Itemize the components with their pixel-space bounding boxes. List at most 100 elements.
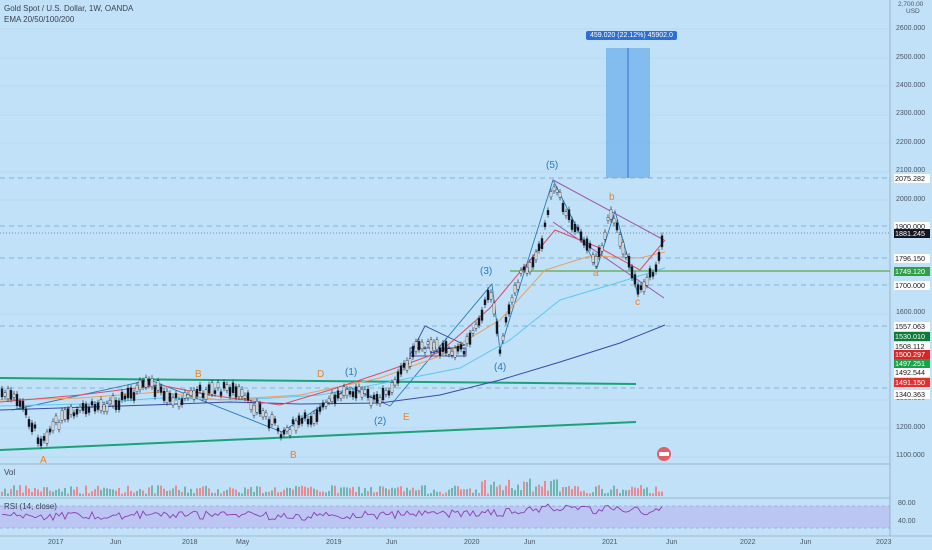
price-tag[interactable]: 1700.000: [894, 281, 930, 290]
candle-body: [312, 413, 316, 424]
rsi-tick: 40.00: [898, 518, 916, 525]
volume-bar: [424, 485, 426, 496]
price-tag[interactable]: 1900.000: [894, 222, 930, 231]
channel-lower[interactable]: [552, 221, 665, 299]
wave-label-2[interactable]: (2): [374, 416, 387, 427]
candle-body: [114, 399, 118, 410]
candle-body: [171, 397, 175, 406]
candle-body: [624, 253, 628, 258]
wave-label-b[interactable]: b: [609, 192, 615, 203]
volume-bar: [364, 487, 366, 496]
channel-upper[interactable]: [552, 179, 665, 241]
volume-bar: [328, 491, 330, 496]
volume-bar: [55, 490, 57, 496]
price-tag[interactable]: 1796.150: [894, 254, 930, 263]
volume-bar: [151, 485, 153, 496]
candle-body: [528, 262, 532, 273]
volume-bar: [289, 488, 291, 496]
price-tag[interactable]: 1340.363: [894, 390, 930, 399]
ema-legend[interactable]: EMA 20/50/100/200: [4, 15, 75, 24]
ema-20[interactable]: [0, 229, 666, 406]
wave-label-E[interactable]: E: [403, 412, 410, 423]
candle-body: [414, 341, 418, 352]
volume-bar: [640, 485, 642, 496]
volume-bar: [508, 479, 510, 496]
price-tag[interactable]: 1557.063: [894, 322, 930, 331]
volume-pane-label[interactable]: Vol: [4, 468, 16, 477]
volume-bar: [169, 490, 171, 496]
candle-body: [123, 395, 127, 400]
price-tag[interactable]: 1497.251: [894, 359, 930, 368]
volume-bar: [130, 490, 132, 496]
triangle-pattern[interactable]: [409, 325, 467, 356]
volume-bar: [541, 486, 543, 496]
volume-bar: [7, 493, 9, 496]
volume-bar: [583, 490, 585, 496]
volume-bar: [310, 486, 312, 496]
wave-label-B-lower[interactable]: B: [290, 450, 297, 461]
volume-bar: [313, 488, 315, 496]
candle-body: [258, 403, 262, 415]
volume-bar: [421, 485, 423, 496]
volume-bar: [91, 491, 93, 496]
price-tag[interactable]: 2075.282: [894, 174, 930, 183]
candle-body: [198, 384, 202, 391]
volume-bar: [217, 489, 219, 496]
candle-body: [126, 388, 130, 399]
wave-label-1[interactable]: (1): [345, 367, 358, 378]
candle-body: [456, 346, 460, 352]
volume-bar: [187, 492, 189, 496]
rsi-pane-label[interactable]: RSI (14, close): [4, 502, 57, 511]
upper-trendline[interactable]: [0, 377, 637, 385]
wave-label-5[interactable]: (5): [546, 160, 559, 171]
lower-trendline[interactable]: [0, 421, 637, 451]
price-tag[interactable]: 1492.544: [894, 368, 930, 377]
candle-body: [558, 191, 562, 198]
volume-bar: [184, 486, 186, 496]
volume-bar: [175, 485, 177, 496]
volume-bar: [199, 487, 201, 496]
volume-bar: [634, 487, 636, 496]
price-tick: 1600.000: [896, 309, 926, 316]
candle-body: [351, 391, 355, 398]
volume-bar: [649, 493, 651, 496]
wave-label-4[interactable]: (4): [494, 362, 507, 373]
candle-body: [18, 400, 22, 407]
price-tag[interactable]: 1881.245: [894, 229, 930, 238]
volume-bar: [316, 489, 318, 496]
volume-bar: [349, 488, 351, 496]
volume-bar: [322, 491, 324, 496]
price-tag[interactable]: 1500.297: [894, 350, 930, 359]
currency-top: 2,700.00: [898, 1, 924, 8]
wave-label-a[interactable]: a: [593, 268, 599, 279]
measure-label[interactable]: 459.020 (22.12%) 45902.0: [586, 31, 677, 40]
candle-body: [3, 392, 7, 397]
ema-100[interactable]: [0, 267, 666, 407]
volume-bar: [562, 487, 564, 496]
price-tag[interactable]: 1530.010: [894, 332, 930, 341]
volume-bar: [295, 485, 297, 496]
candle-body: [399, 365, 403, 375]
candle-body: [474, 324, 478, 329]
volume-bar: [19, 485, 21, 496]
candle-body: [153, 386, 157, 397]
candle-body: [321, 402, 325, 408]
price-tag[interactable]: 1508.112: [894, 342, 930, 351]
price-tag[interactable]: 1491.150: [894, 378, 930, 387]
wave-label-D[interactable]: D: [317, 369, 325, 380]
candle-body: [489, 291, 493, 300]
wave-label-c[interactable]: c: [635, 297, 640, 308]
wave-label-B[interactable]: B: [195, 369, 202, 380]
wave-label-3[interactable]: (3): [480, 266, 493, 277]
price-tag[interactable]: 1749.120: [894, 267, 930, 276]
volume-bar: [514, 489, 516, 496]
candle-body: [597, 247, 601, 257]
rsi-tick: 80.00: [898, 500, 916, 507]
volume-bar: [190, 488, 192, 496]
symbol-title[interactable]: Gold Spot / U.S. Dollar, 1W, OANDA: [4, 4, 134, 13]
volume-bar: [607, 492, 609, 496]
wave-label-A[interactable]: A: [40, 455, 47, 466]
candle-body: [93, 403, 97, 412]
